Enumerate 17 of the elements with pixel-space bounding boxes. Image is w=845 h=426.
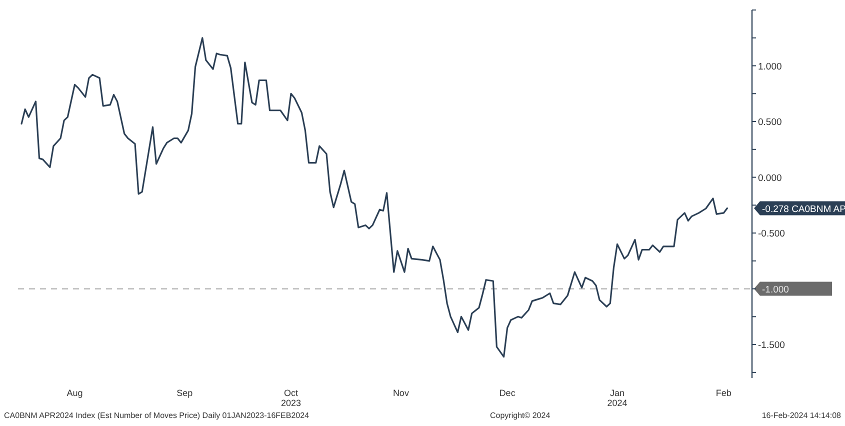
y-tick-label: 1.000	[758, 61, 782, 72]
x-tick-label: Jan 2024	[607, 388, 628, 408]
text: 16-Feb-2024 14:14:08	[762, 411, 842, 420]
x-tick-label: Oct 2023	[281, 388, 302, 408]
x-tick-label: Aug	[66, 388, 83, 398]
y-tick-label: -1.500	[758, 340, 785, 352]
x-tick-label: Nov	[392, 388, 410, 398]
y-tick-label: 0.000	[758, 172, 782, 184]
ref-line-label: -1.000	[762, 284, 789, 296]
line-series	[20, 37, 728, 358]
x-tick-label: Feb	[716, 388, 732, 398]
x-tick-label: Dec	[499, 388, 516, 398]
text: CA0BNM APR2024 Index (Est Number of Moves Price) Daily 01JAN2023-16FEB2024	[4, 411, 310, 420]
y-tick-label: 0.500	[758, 117, 782, 128]
y-tick-label: -0.500	[758, 228, 785, 240]
x-tick-label: Sep	[176, 388, 193, 398]
text: Copyright© 2024	[490, 411, 551, 420]
